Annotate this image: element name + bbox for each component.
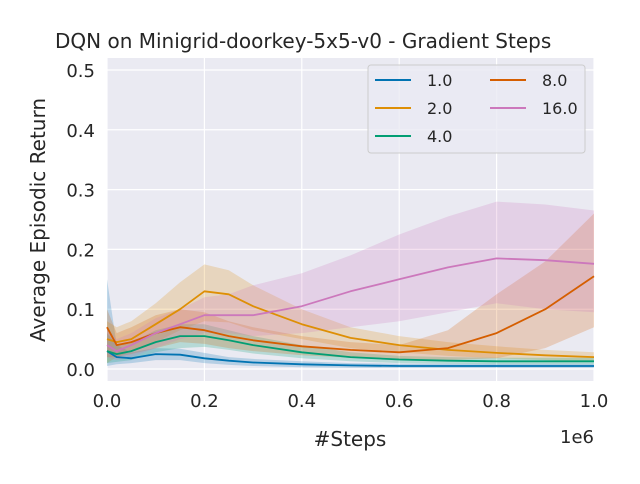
y-tick-label-5: 0.5 xyxy=(66,61,95,82)
legend-label-1.0: 1.0 xyxy=(427,71,452,90)
y-axis-label: Average Episodic Return xyxy=(26,98,50,342)
x-tick-label-5: 1.0 xyxy=(580,391,609,412)
x-tick-label-1: 0.2 xyxy=(190,391,219,412)
x-offset-label: 1e6 xyxy=(560,427,594,448)
band-series-4.0 xyxy=(107,324,594,365)
x-axis-label: #Steps xyxy=(314,427,387,451)
x-tick-label-3: 0.6 xyxy=(385,391,414,412)
legend-label-16.0: 16.0 xyxy=(542,99,578,118)
y-tick-label-3: 0.3 xyxy=(66,181,95,202)
x-tick-label-4: 0.8 xyxy=(482,391,511,412)
legend: 1.0 2.0 4.0 8.0 16.0 xyxy=(367,64,586,154)
legend-label-2.0: 2.0 xyxy=(427,99,452,118)
line-series-1.0 xyxy=(106,350,594,367)
line-series-8.0 xyxy=(106,275,595,354)
line-series-16.0 xyxy=(106,257,595,353)
line-series-2.0 xyxy=(106,290,595,358)
x-tick-label-2: 0.4 xyxy=(287,391,316,412)
band-series-1.0 xyxy=(107,279,594,368)
line-series-4.0 xyxy=(106,335,594,363)
y-tick-label-0: 0.0 xyxy=(66,360,95,381)
legend-label-4.0: 4.0 xyxy=(427,127,452,146)
y-tick-label-2: 0.2 xyxy=(66,240,95,261)
band-layer xyxy=(107,201,594,368)
legend-frame xyxy=(367,64,586,154)
legend-label-8.0: 8.0 xyxy=(542,71,567,90)
y-tick-label-1: 0.1 xyxy=(66,300,95,321)
x-tick-label-0: 0.0 xyxy=(93,391,122,412)
band-series-8.0 xyxy=(107,213,594,361)
line-layer xyxy=(106,257,595,367)
chart-title: DQN on Minigrid-doorkey-5x5-v0 - Gradien… xyxy=(55,29,551,53)
tick-layer: 0.0 0.2 0.4 0.6 0.8 1.0 0.0 0.1 0.2 0.3 0.4 0.5 xyxy=(66,61,608,412)
y-tick-label-4: 0.4 xyxy=(66,121,95,142)
band-series-16.0 xyxy=(107,201,594,361)
band-series-2.0 xyxy=(107,264,594,364)
